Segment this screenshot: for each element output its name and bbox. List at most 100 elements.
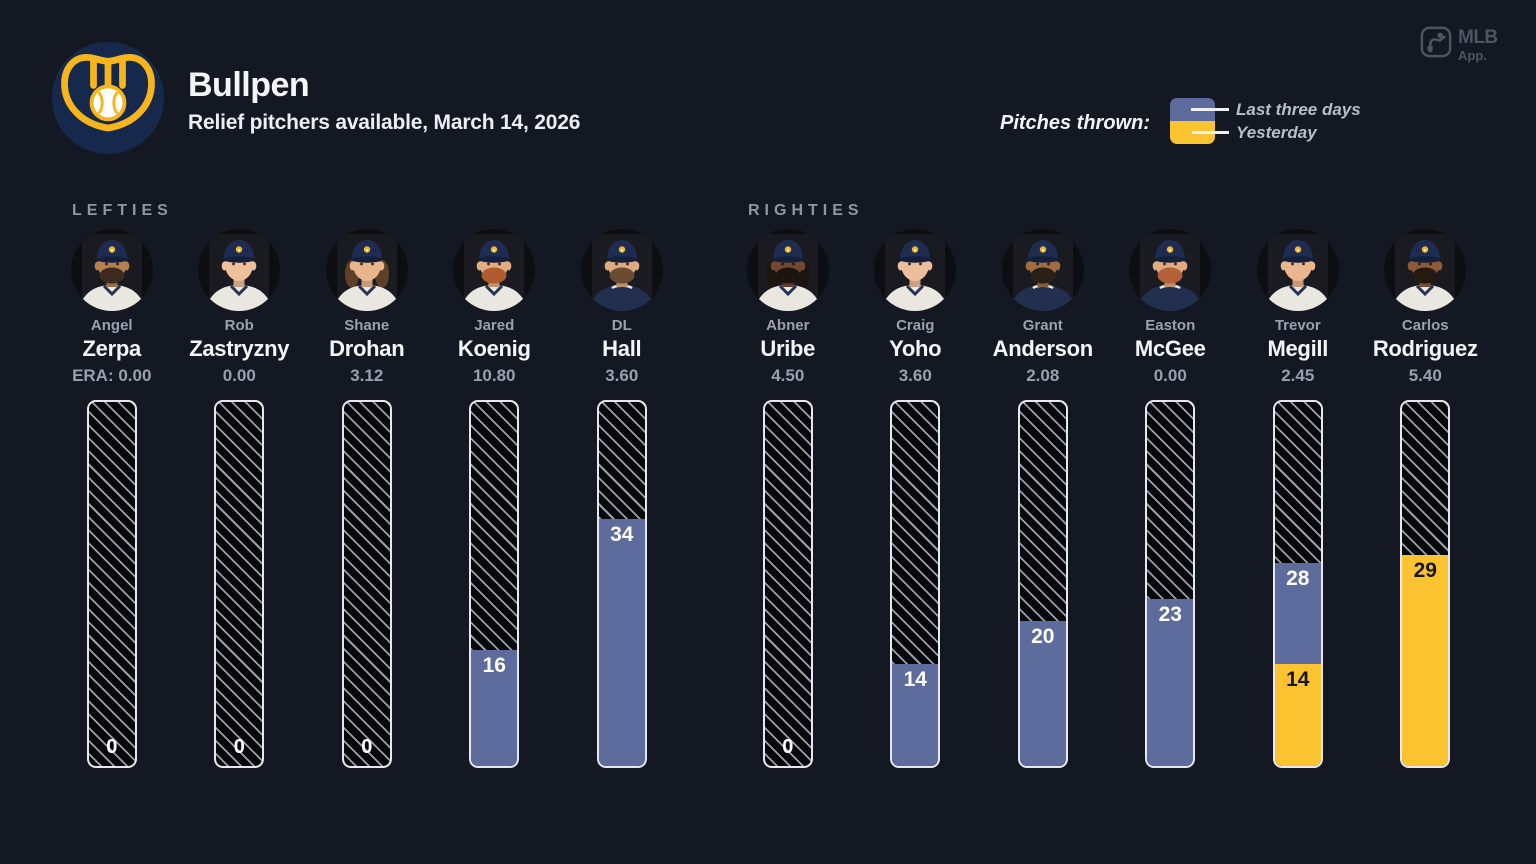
player-era: 0.00 (222, 366, 256, 385)
legend-title: Pitches thrown: (999, 112, 1150, 134)
player-era: 5.40 (1408, 366, 1442, 385)
player-photo (1128, 228, 1212, 312)
mlb-badge-sub: App. (1458, 48, 1487, 63)
bar-segment-yesterday: 29 (1402, 555, 1449, 766)
player-first-name: Trevor (1274, 317, 1321, 334)
pitch-bar: 34 (596, 400, 647, 768)
bar-segment-last-three-days: 34 (598, 519, 645, 766)
pitch-bar: 16 (469, 400, 520, 768)
legend-item-last-three-days: Last three days (1236, 100, 1361, 119)
bar-value-last-three-days: 20 (1031, 624, 1055, 648)
bar-segment-last-three-days: 20 (1019, 620, 1066, 766)
bar-fill-stack: 16 (471, 649, 518, 766)
player-first-name: Jared (474, 317, 515, 334)
player-column: Trevor Megill 2.45 28 14 (1234, 227, 1362, 802)
player-first-name: Shane (344, 317, 390, 334)
player-avatar-icon (1384, 229, 1467, 311)
player-photo (325, 228, 409, 312)
pitch-bar: 0 (341, 400, 392, 768)
team-logo-icon (51, 41, 165, 155)
player-photo (70, 228, 154, 312)
player-photo (1383, 228, 1467, 312)
player-column: Jared Koenig 10.80 16 (431, 227, 559, 802)
bar-segment-last-three-days: 16 (471, 649, 518, 766)
player-column: Grant Anderson 2.08 20 (979, 227, 1107, 802)
pitch-bar: 29 (1400, 400, 1451, 768)
player-avatar-icon (746, 229, 829, 311)
player-column: Easton McGee 0.00 23 (1107, 227, 1235, 802)
group-columns: Angel Zerpa ERA: 0.00 0 Rob Zastryzny 0.00 0 Sha… (48, 227, 686, 802)
player-last-name: Zastryzny (189, 336, 290, 361)
player-photo (1001, 228, 1085, 312)
bar-value-last-three-days: 23 (1158, 603, 1182, 627)
player-era: 4.50 (771, 366, 805, 385)
player-column: Carlos Rodriguez 5.40 29 (1362, 227, 1490, 802)
player-column: Angel Zerpa ERA: 0.00 0 (48, 227, 176, 802)
player-avatar-icon (874, 229, 957, 311)
player-era: ERA: 0.00 (72, 366, 152, 385)
bar-fill-stack: 28 14 (1274, 562, 1321, 766)
player-first-name: Abner (766, 317, 810, 334)
bar-fill-stack: 34 (598, 519, 645, 766)
legend-tick-line (1192, 131, 1229, 134)
pitch-bar: 0 (214, 400, 265, 768)
bar-fill-stack: 23 (1147, 599, 1194, 766)
player-last-name: Koenig (457, 336, 531, 361)
player-last-name: Anderson (992, 336, 1094, 361)
player-first-name: Craig (896, 317, 935, 334)
player-column: Abner Uribe 4.50 0 (724, 227, 852, 802)
player-photo (197, 228, 281, 312)
player-first-name: Grant (1022, 317, 1063, 334)
player-first-name: Carlos (1401, 317, 1449, 334)
player-last-name: Zerpa (82, 336, 142, 361)
team-logo (50, 40, 166, 156)
bar-zero-label: 0 (782, 736, 794, 758)
bar-zero-label: 0 (106, 736, 118, 758)
bar-fill-stack: 20 (1019, 620, 1066, 766)
player-last-name: McGee (1134, 336, 1206, 361)
mlb-logo-icon (1420, 26, 1452, 58)
pitch-bar: 20 (1017, 400, 1068, 768)
player-avatar-icon (1129, 229, 1212, 311)
page-title: Bullpen (188, 66, 310, 104)
bar-value-last-three-days: 34 (610, 523, 634, 547)
group-righties: RIGHTIES Abner Uribe 4.50 0 Craig Yoho 3.60 14 Gr… (724, 198, 1489, 802)
mlb-badge-brand: MLB (1458, 27, 1498, 48)
group-lefties: LEFTIES Angel Zerpa ERA: 0.00 0 Rob Zastryzny 0… (48, 198, 686, 802)
bar-segment-last-three-days: 23 (1147, 599, 1194, 766)
player-photo (452, 228, 536, 312)
pitch-bar: 28 14 (1272, 400, 1323, 768)
group-columns: Abner Uribe 4.50 0 Craig Yoho 3.60 14 Grant Ander… (724, 227, 1489, 802)
bar-zero-label: 0 (361, 736, 373, 758)
player-column: Craig Yoho 3.60 14 (852, 227, 980, 802)
player-last-name: Drohan (329, 336, 405, 361)
legend-color-chip (1170, 98, 1215, 144)
player-last-name: Hall (602, 336, 642, 361)
player-era: 3.60 (605, 366, 639, 385)
player-era: 3.60 (898, 366, 932, 385)
player-first-name: DL (611, 317, 632, 334)
bar-value-last-three-days: 14 (903, 668, 927, 692)
player-era: 2.45 (1281, 366, 1315, 385)
player-avatar-icon (580, 229, 663, 311)
player-avatar-icon (1256, 229, 1339, 311)
player-first-name: Easton (1145, 317, 1196, 334)
pitch-bar: 14 (890, 400, 941, 768)
player-era: 10.80 (472, 366, 516, 385)
player-photo (873, 228, 957, 312)
player-avatar-icon (453, 229, 536, 311)
player-avatar-icon (198, 229, 281, 311)
player-column: Rob Zastryzny 0.00 0 (176, 227, 304, 802)
pitch-bar: 0 (86, 400, 137, 768)
player-last-name: Uribe (760, 336, 816, 361)
bar-segment-last-three-days: 28 (1274, 562, 1321, 665)
legend-item-yesterday: Yesterday (1236, 123, 1317, 142)
bar-fill-stack: 29 (1402, 555, 1449, 766)
player-column: Shane Drohan 3.12 0 (303, 227, 431, 802)
player-avatar-icon (325, 229, 408, 311)
player-avatar-icon (70, 229, 153, 311)
player-era: 3.12 (350, 366, 384, 385)
pitch-bar: 23 (1145, 400, 1196, 768)
player-photo (1256, 228, 1340, 312)
